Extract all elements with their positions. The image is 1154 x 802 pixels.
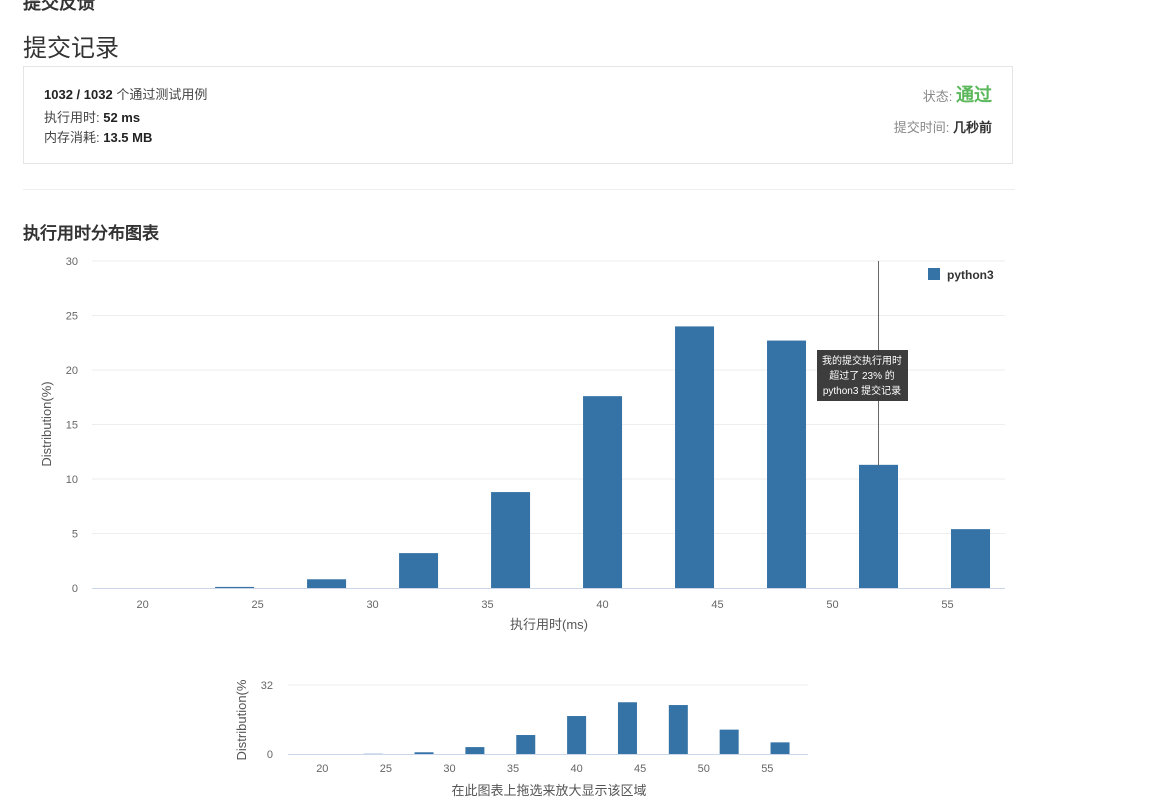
x-tick-label: 25 xyxy=(380,763,392,775)
x-tick-label: 40 xyxy=(570,763,582,775)
tooltip-line-1: 我的提交执行用时 xyxy=(822,354,902,367)
x-tick-label: 20 xyxy=(136,599,148,611)
divider xyxy=(23,189,1015,190)
x-tick-label: 45 xyxy=(711,599,723,611)
x-tick-label: 20 xyxy=(316,763,328,775)
x-tick-label: 35 xyxy=(481,599,493,611)
main-chart-y-ticks: 0 5 10 15 20 25 30 xyxy=(66,256,78,595)
bar[interactable] xyxy=(307,579,347,588)
x-tick-label: 30 xyxy=(443,763,455,775)
tooltip: 我的提交执行用时 超过了 23% 的 python3 提交记录 xyxy=(817,350,908,401)
bar[interactable] xyxy=(465,747,485,754)
total-count: 1032 xyxy=(83,87,113,102)
bar[interactable] xyxy=(770,742,790,754)
test-cases-summary: 1032 / 1032 个通过测试用例 xyxy=(44,84,207,103)
status-row: 状态: 通过 xyxy=(923,81,992,107)
x-tick-label: 50 xyxy=(698,763,710,775)
navigator-y-ticks: 0 32 xyxy=(261,680,273,761)
runtime-value: 52 ms xyxy=(103,110,141,125)
passed-count: 1032 xyxy=(44,87,73,102)
navigator-bars xyxy=(363,702,790,754)
legend-label-python3: python3 xyxy=(947,268,994,282)
y-tick-label: 0 xyxy=(72,583,78,595)
y-tick-label: 10 xyxy=(66,474,78,486)
y-tick-label: 25 xyxy=(66,311,78,323)
y-tick-label: 20 xyxy=(66,365,78,377)
x-tick-label: 25 xyxy=(251,599,263,611)
y-tick-label: 15 xyxy=(66,420,78,432)
previous-section-title: 提交反馈 xyxy=(23,0,95,13)
y-tick-label: 30 xyxy=(66,256,78,268)
bar[interactable] xyxy=(675,326,715,588)
runtime-label: 执行用时: xyxy=(44,110,104,125)
bar[interactable] xyxy=(399,553,439,588)
status-label: 状态: xyxy=(922,89,956,104)
bar[interactable] xyxy=(617,702,637,754)
status-badge: 通过 xyxy=(956,85,992,105)
cases-label: 个通过测试用例 xyxy=(116,87,208,102)
bar[interactable] xyxy=(583,396,623,588)
y-tick-label: 0 xyxy=(267,749,273,761)
bar[interactable] xyxy=(414,752,434,754)
bar[interactable] xyxy=(668,705,688,754)
submit-time-label: 提交时间: xyxy=(893,120,953,135)
page-title: 提交记录 xyxy=(23,35,119,62)
submit-time-value: 几秒前 xyxy=(952,120,992,135)
x-tick-label: 35 xyxy=(507,763,519,775)
x-tick-label: 55 xyxy=(941,599,953,611)
bar[interactable] xyxy=(767,340,807,588)
legend[interactable]: python3 xyxy=(928,268,994,282)
bar[interactable] xyxy=(491,492,531,588)
count-separator: / xyxy=(72,87,84,102)
memory-value: 13.5 MB xyxy=(103,130,153,145)
x-tick-label: 30 xyxy=(366,599,378,611)
tooltip-line-2: 超过了 23% 的 xyxy=(829,369,895,382)
y-tick-label: 32 xyxy=(261,680,273,692)
main-chart-bars xyxy=(215,326,991,588)
navigator-chart[interactable]: 0 32 20 25 30 35 40 45 50 55 Distribution(% 在此图表… xyxy=(234,679,808,798)
memory-label: 内存消耗: xyxy=(44,130,104,145)
runtime-row: 执行用时: 52 ms xyxy=(44,107,140,126)
navigator-x-ticks: 20 25 30 35 40 45 50 55 xyxy=(316,763,773,775)
bar[interactable] xyxy=(215,586,255,588)
section-title: 执行用时分布图表 xyxy=(23,224,159,243)
tooltip-line-3: python3 提交记录 xyxy=(823,384,901,397)
x-tick-label: 45 xyxy=(634,763,646,775)
bar[interactable] xyxy=(516,735,536,754)
main-chart-x-ticks: 20 25 30 35 40 45 50 55 xyxy=(136,599,953,611)
memory-row: 内存消耗: 13.5 MB xyxy=(44,127,152,146)
bar[interactable] xyxy=(567,716,587,754)
submit-time-row: 提交时间: 几秒前 xyxy=(894,117,992,136)
main-chart-grid xyxy=(92,260,1005,534)
bar[interactable] xyxy=(859,464,899,588)
x-tick-label: 50 xyxy=(826,599,838,611)
x-tick-label: 55 xyxy=(761,763,773,775)
navigator-hint: 在此图表上拖选来放大显示该区域 xyxy=(451,783,646,798)
navigator-y-axis-label: Distribution(% xyxy=(234,679,249,760)
legend-swatch-python3 xyxy=(928,268,940,280)
bar[interactable] xyxy=(719,729,739,754)
main-x-axis-label: 执行用时(ms) xyxy=(510,617,588,632)
main-y-axis-label: Distribution(%) xyxy=(39,381,54,466)
submission-result-panel: 1032 / 1032 个通过测试用例 执行用时: 52 ms 内存消耗: 13… xyxy=(23,66,1013,164)
y-tick-label: 5 xyxy=(72,529,78,541)
tooltip-background xyxy=(817,350,908,401)
bar[interactable] xyxy=(951,529,991,588)
x-tick-label: 40 xyxy=(596,599,608,611)
